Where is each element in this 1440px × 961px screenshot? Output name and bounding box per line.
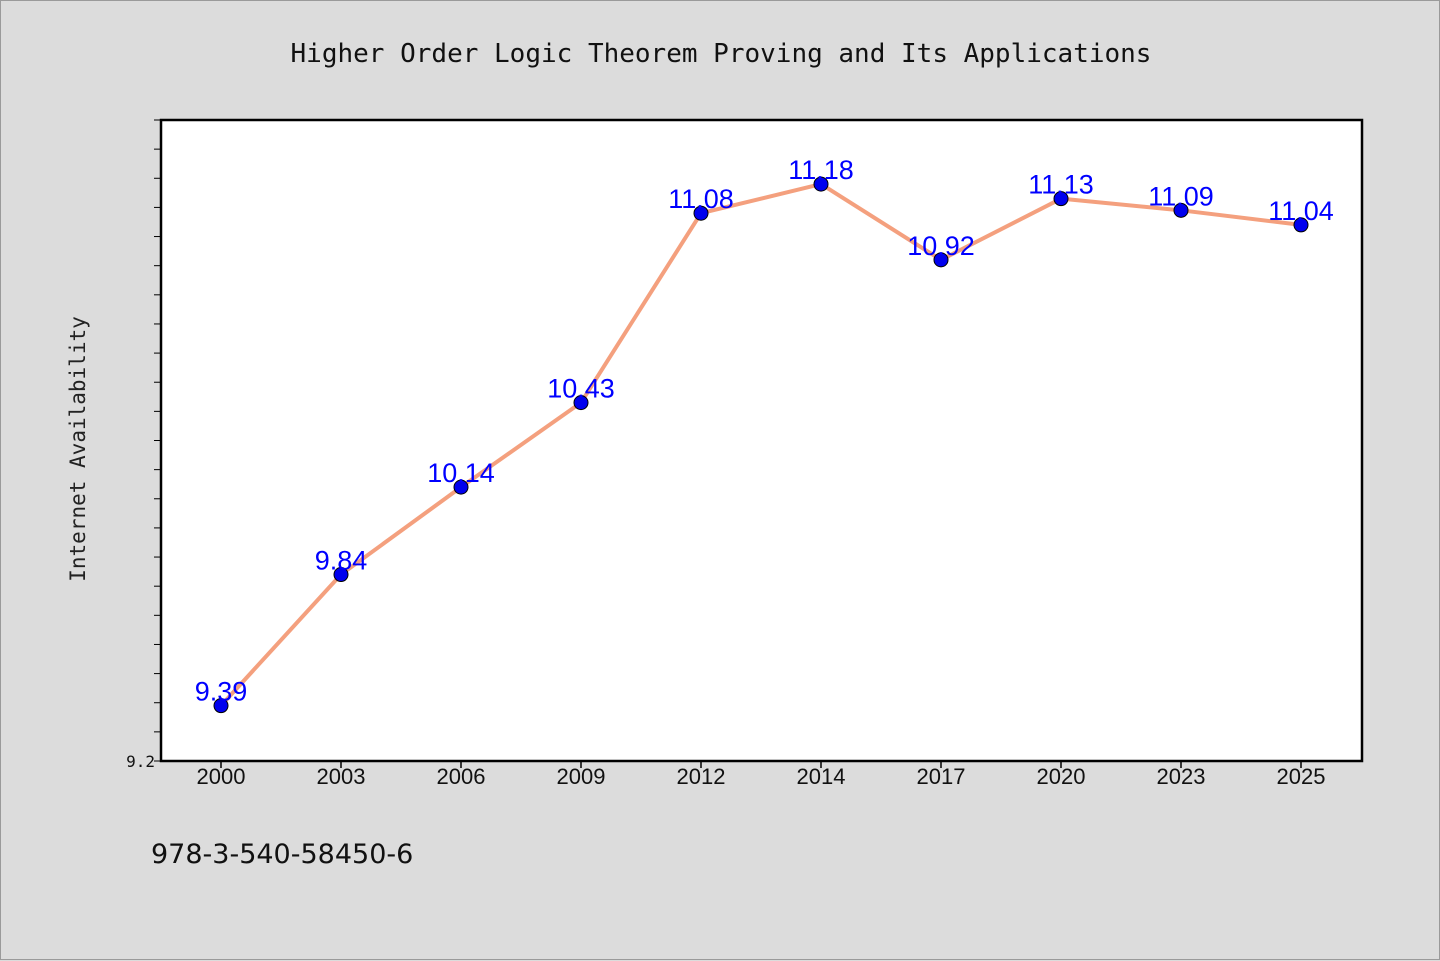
data-label: 11.04 (1268, 196, 1334, 226)
data-label: 11.18 (788, 155, 854, 185)
data-point (573, 395, 589, 411)
x-tick-label: 2000 (197, 764, 246, 789)
x-tick-label: 2025 (1277, 764, 1326, 789)
data-point (213, 698, 229, 714)
x-tick-label: 2014 (797, 764, 846, 789)
plot-area (161, 120, 1362, 761)
y-axis-label: Internet Availability (66, 316, 90, 582)
data-point (813, 176, 829, 192)
data-point (1173, 202, 1189, 218)
data-labels: 9.39 9.84 10.14 10.43 11.08 11.18 10.92 11.13 11… (195, 155, 1334, 707)
isbn-label: 978-3-540-58450-6 (151, 839, 413, 870)
data-point (1053, 191, 1069, 207)
data-label: 11.13 (1028, 170, 1094, 200)
plot-border (159, 118, 1364, 763)
data-point (933, 252, 949, 268)
data-label: 10.14 (427, 458, 495, 488)
data-label: 9.84 (315, 546, 368, 576)
data-label: 10.92 (907, 231, 975, 261)
x-tick-label: 2003 (317, 764, 366, 789)
data-point (693, 205, 709, 221)
x-tick-label: 2023 (1157, 764, 1206, 789)
x-tick-label: 2006 (437, 764, 486, 789)
series-line (219, 182, 1303, 708)
chart-title: Higher Order Logic Theorem Proving and I… (291, 39, 1152, 69)
x-tick-label: 2009 (557, 764, 606, 789)
data-label: 10.43 (547, 374, 615, 404)
x-tick-label: 2020 (1037, 764, 1086, 789)
data-point (453, 479, 469, 495)
y-axis-ticks: 9.2 (126, 119, 161, 771)
y-tick-label: 9.2 (126, 752, 155, 771)
data-label: 11.09 (1148, 181, 1214, 211)
data-point (1293, 217, 1309, 233)
x-axis-ticks: 2000 2003 2006 2009 2012 2014 2017 2020 2023 2025 (197, 761, 1326, 789)
data-point (333, 567, 349, 583)
x-tick-label: 2012 (677, 764, 726, 789)
data-label: 9.39 (195, 677, 248, 707)
series-markers (213, 176, 1309, 714)
data-label: 11.08 (668, 184, 734, 214)
x-tick-label: 2017 (917, 764, 966, 789)
